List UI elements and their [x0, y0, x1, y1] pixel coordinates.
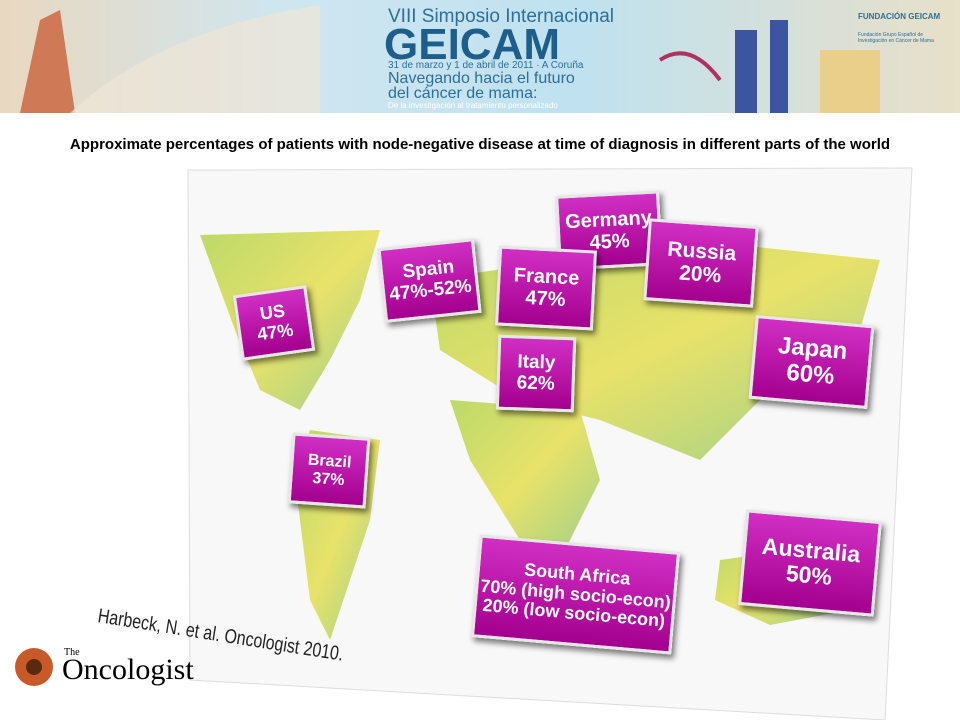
motto-line: Navegando hacia el futuro — [388, 70, 575, 87]
label-line: Italy — [517, 350, 556, 374]
label-line: 37% — [311, 469, 345, 489]
motto-line: del cáncer de mama: — [388, 85, 538, 102]
country-label: Russia 20% — [643, 218, 759, 308]
slide-title: Approximate percentages of patients with… — [69, 136, 891, 153]
logo-flower — [15, 648, 53, 686]
country-label: US 47% — [232, 285, 316, 361]
dates: 31 de marzo y 1 de abril de 2011 · A Cor… — [388, 60, 584, 71]
country-label: Italy 62% — [495, 334, 577, 413]
logo-big: Oncologist — [62, 653, 194, 686]
org-full: Fundación Grupo Español de Investigación… — [858, 32, 934, 44]
event-name: GEICAM — [384, 20, 560, 69]
edition: VIII Simposio Internacional — [388, 6, 615, 27]
banner-art — [20, 5, 880, 113]
africa — [450, 400, 600, 560]
label-line: 47% — [524, 286, 566, 312]
country-label: Spain 47%-52% — [377, 238, 482, 323]
tagline: De la investigación al tratamiento perso… — [388, 101, 558, 110]
country-label: Australia 50% — [738, 509, 882, 617]
org: FUNDACIÓN GEICAM — [858, 12, 941, 21]
motto: Navegando hacia el futuro del cáncer de m… — [388, 70, 575, 102]
label-line: 62% — [516, 371, 556, 395]
country-label: South Africa 70% (high socio-econ) 20% (lo… — [470, 534, 681, 655]
country-label: France 47% — [494, 245, 598, 331]
logo-small: The — [64, 647, 80, 658]
country-label: Japan 60% — [748, 314, 875, 410]
logo: The Oncologist — [12, 645, 202, 690]
banner: VIII Simposio Internacional GEICAM 31 de… — [0, 0, 960, 113]
country-label: Brazil 37% — [287, 432, 371, 509]
